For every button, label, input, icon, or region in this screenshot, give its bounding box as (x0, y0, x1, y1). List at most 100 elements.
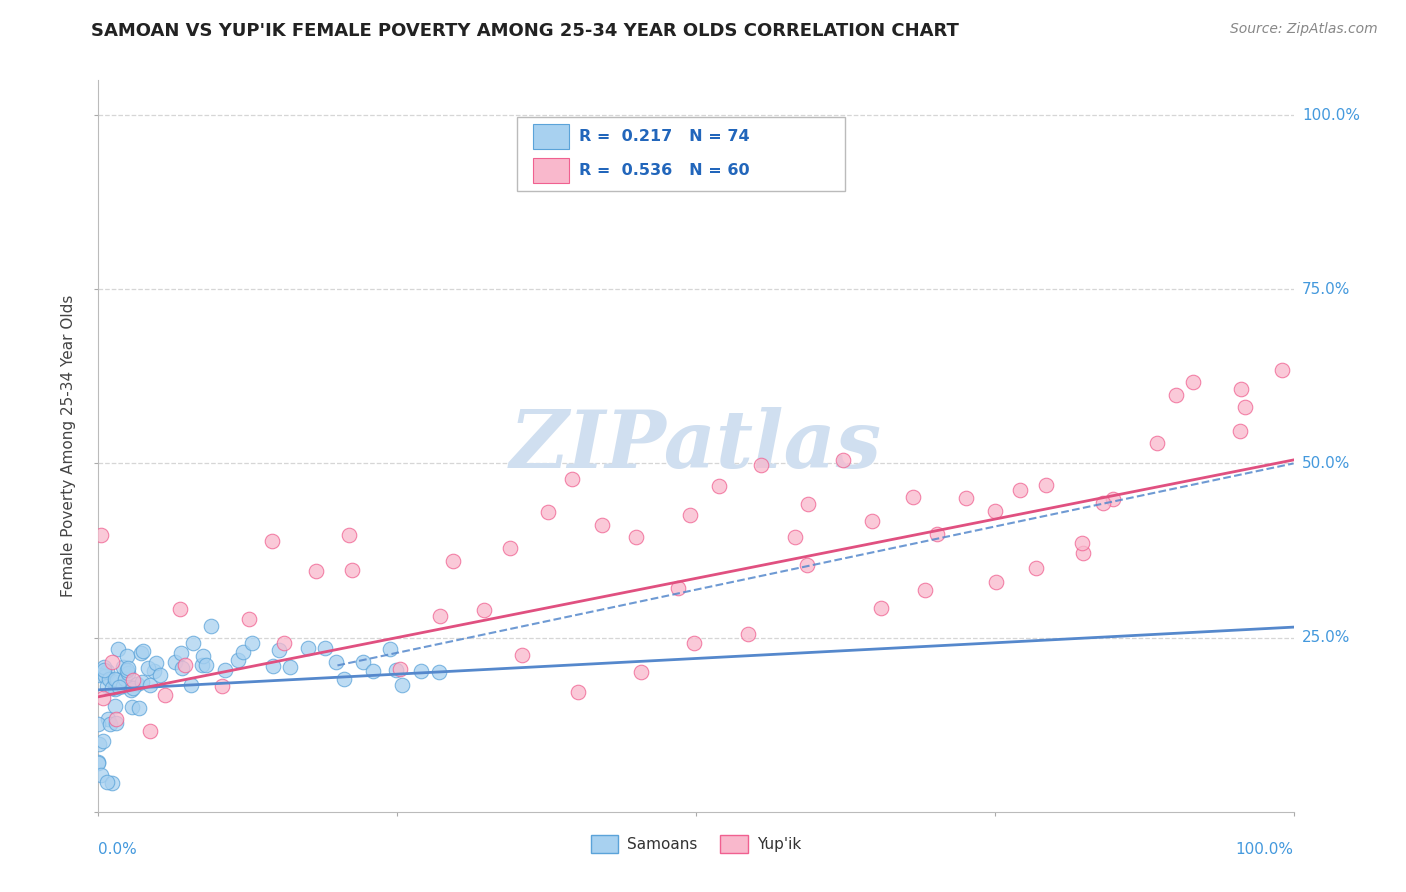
Text: ZIPatlas: ZIPatlas (510, 408, 882, 484)
Point (183, 635, 205, 649)
Point (87, 756, 110, 770)
Point (472, 603, 495, 617)
Point (984, 504, 1007, 518)
Point (100, 681, 122, 696)
Point (267, 643, 290, 657)
Point (96, 664, 118, 678)
Point (342, 563, 364, 577)
Point (115, 648, 138, 663)
Point (567, 684, 589, 698)
Point (108, 680, 131, 694)
Point (903, 490, 925, 504)
Point (273, 635, 295, 649)
Point (666, 581, 689, 595)
Point (107, 675, 129, 690)
FancyBboxPatch shape (517, 117, 845, 192)
Point (101, 776, 124, 790)
Point (1091, 496, 1114, 510)
Point (232, 645, 254, 659)
Point (737, 626, 759, 640)
Point (984, 575, 1007, 590)
Point (796, 558, 818, 573)
Point (499, 541, 522, 555)
FancyBboxPatch shape (533, 124, 569, 149)
Point (121, 681, 143, 696)
Point (149, 668, 172, 682)
Point (153, 688, 176, 702)
Point (170, 646, 193, 660)
Point (429, 609, 451, 624)
Point (925, 526, 948, 541)
Point (1230, 382, 1253, 396)
Point (172, 661, 194, 675)
Point (1071, 536, 1094, 550)
Point (117, 661, 139, 675)
Point (121, 700, 143, 714)
Point (97, 712, 120, 726)
Text: SAMOAN VS YUP'IK FEMALE POVERTY AMONG 25-34 YEAR OLDS CORRELATION CHART: SAMOAN VS YUP'IK FEMALE POVERTY AMONG 25… (91, 22, 959, 40)
Point (145, 657, 167, 671)
Legend: Samoans, Yup'ik: Samoans, Yup'ik (585, 829, 807, 859)
Point (337, 528, 360, 542)
Point (138, 661, 160, 675)
Point (783, 530, 806, 544)
Point (131, 675, 153, 690)
Point (441, 554, 464, 568)
Point (112, 659, 135, 673)
Point (200, 619, 222, 633)
Point (114, 673, 136, 687)
Point (104, 673, 127, 687)
Point (100, 655, 122, 669)
Point (561, 472, 583, 486)
FancyBboxPatch shape (533, 158, 569, 183)
Point (389, 662, 412, 676)
Point (91, 733, 114, 747)
Text: R =  0.217   N = 74: R = 0.217 N = 74 (579, 129, 749, 145)
Point (510, 648, 533, 663)
Point (96, 679, 118, 693)
Point (87, 717, 110, 731)
Point (314, 641, 336, 656)
Point (93, 669, 115, 683)
Point (914, 582, 936, 597)
Point (870, 601, 893, 615)
Point (89, 667, 111, 681)
Point (98, 717, 121, 731)
Text: 100.0%: 100.0% (1302, 108, 1360, 122)
Text: 0.0%: 0.0% (98, 842, 138, 857)
Point (120, 682, 142, 697)
Text: 75.0%: 75.0% (1302, 282, 1350, 297)
Point (191, 658, 214, 673)
Y-axis label: Female Poverty Among 25-34 Year Olds: Female Poverty Among 25-34 Year Olds (60, 295, 76, 597)
Point (409, 665, 432, 679)
Text: Source: ZipAtlas.com: Source: ZipAtlas.com (1230, 22, 1378, 37)
Point (104, 681, 127, 696)
Point (333, 672, 356, 686)
Point (143, 664, 166, 678)
Point (679, 508, 702, 522)
Point (165, 655, 187, 669)
Text: R =  0.536   N = 60: R = 0.536 N = 60 (579, 162, 749, 178)
Point (105, 673, 128, 687)
Point (391, 677, 413, 691)
Point (1146, 436, 1168, 450)
Point (103, 699, 125, 714)
Point (211, 679, 233, 693)
Point (214, 663, 236, 677)
Point (104, 715, 127, 730)
Point (1035, 477, 1057, 491)
Point (796, 497, 818, 511)
Point (361, 664, 384, 678)
Point (90, 528, 112, 542)
Point (1025, 561, 1047, 575)
Point (122, 673, 145, 687)
Point (89, 737, 111, 751)
Text: 25.0%: 25.0% (1302, 630, 1350, 645)
Point (1071, 546, 1094, 560)
Point (129, 646, 152, 660)
Point (352, 655, 374, 669)
Point (125, 677, 148, 691)
Point (707, 479, 730, 493)
Point (139, 724, 162, 739)
Point (1229, 424, 1251, 438)
